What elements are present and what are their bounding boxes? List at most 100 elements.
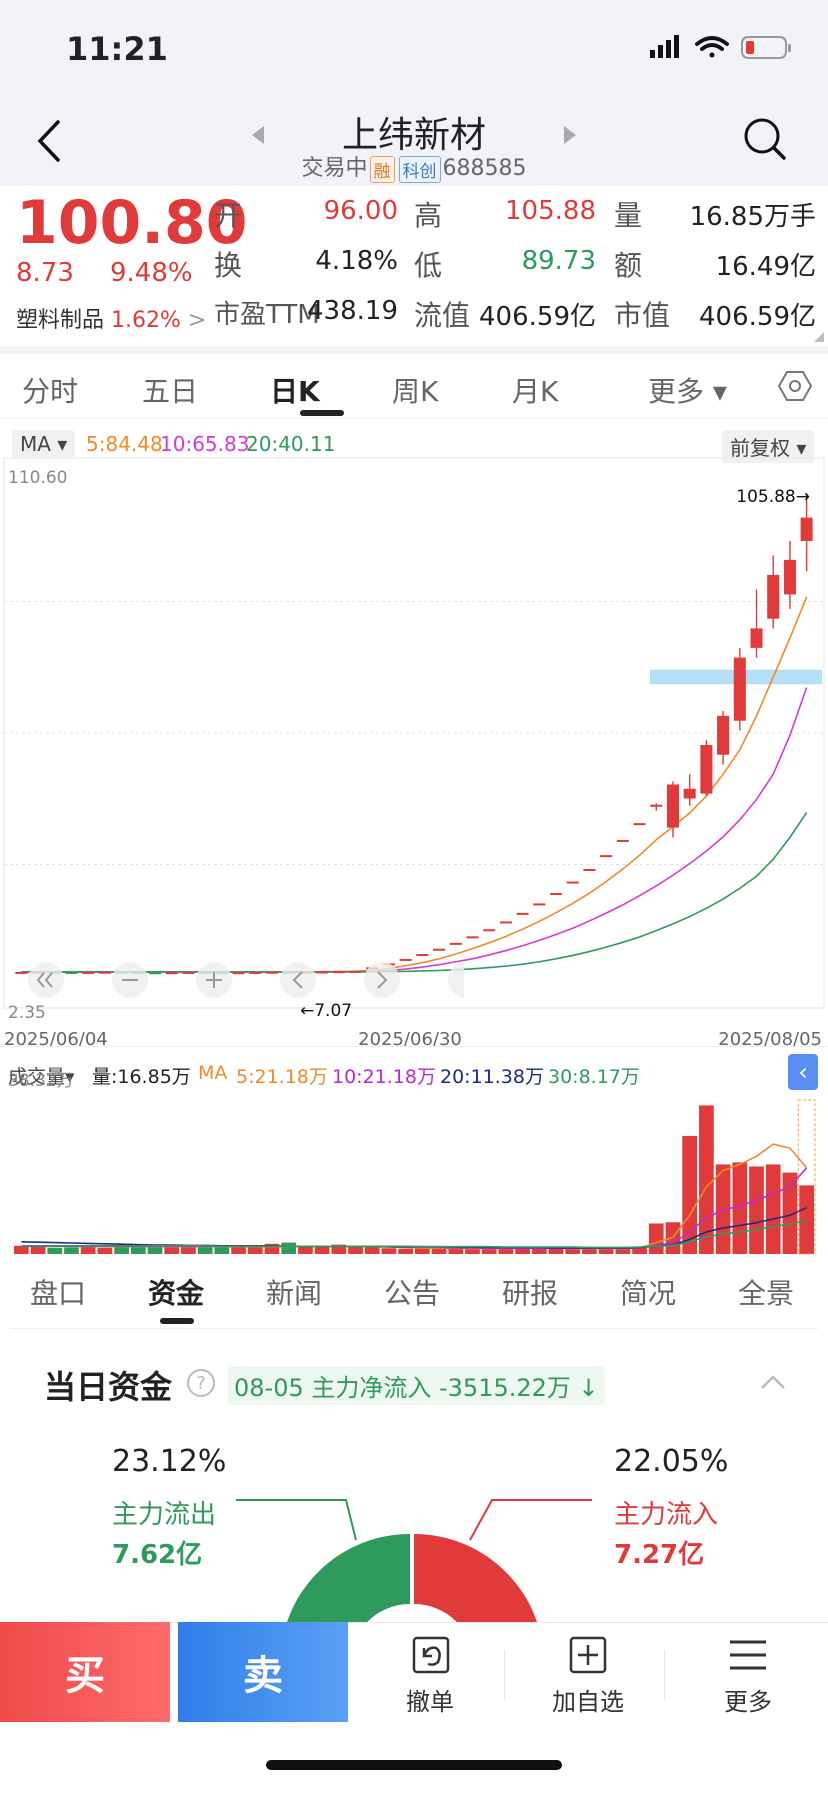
divider [0, 346, 828, 354]
sell-button[interactable]: 卖 [178, 1622, 348, 1722]
signal-icon [650, 35, 679, 58]
cancel-order-button[interactable]: 撤单 [350, 1630, 510, 1720]
volume-bar [197, 1247, 213, 1254]
expand-corner-icon[interactable] [812, 330, 826, 344]
ma-selector[interactable]: MA ▾ [12, 430, 76, 458]
capital-summary: 08-05 主力净流入 -3515.22万 ↓ [228, 1366, 605, 1405]
candle [232, 972, 245, 975]
chart-tab[interactable]: 月K [512, 375, 559, 408]
chart-tab[interactable]: 分时 [22, 375, 79, 408]
detail-tab[interactable]: 盘口 [30, 1277, 87, 1310]
detail-tab[interactable]: 公告 [384, 1277, 441, 1310]
collapse-side-button[interactable]: ‹ [788, 1054, 818, 1090]
quote-field-value: 438.19 [307, 296, 398, 326]
status-time: 11:21 [66, 30, 168, 68]
volume-bar [264, 1243, 280, 1254]
cancel-order-label: 撤单 [406, 1688, 454, 1716]
quote-field-label: 开 [214, 199, 243, 232]
volume-bar [247, 1247, 263, 1254]
volume-selector[interactable]: 成交量▾ [8, 1066, 75, 1088]
x-tick-label: 2025/08/05 [718, 1029, 822, 1050]
volume-bar [481, 1248, 497, 1254]
candle [533, 903, 546, 906]
candle [165, 972, 178, 975]
chart-tab[interactable]: 日K [270, 375, 320, 408]
ma10-legend: 10:65.83 [160, 432, 250, 456]
candle [98, 971, 111, 974]
collapse-up-icon[interactable] [760, 1374, 786, 1390]
volume-bar [114, 1246, 129, 1254]
prev-stock-icon[interactable] [250, 124, 268, 146]
back-icon[interactable] [34, 118, 64, 164]
sector-link[interactable]: 塑料制品 1.62% > [16, 308, 207, 333]
ma-line-ma5 [21, 596, 808, 973]
volume-bar [548, 1248, 564, 1254]
search-icon[interactable] [742, 116, 788, 162]
help-icon[interactable]: ? [186, 1368, 216, 1398]
candle [583, 868, 596, 871]
chart-tab[interactable]: 五日 [142, 375, 199, 408]
volume-bar [431, 1248, 447, 1254]
candle [767, 574, 780, 619]
volume-bar [682, 1135, 698, 1254]
inflow-label: 主力流入 [614, 1500, 719, 1530]
high-marker: 105.88→ [736, 487, 810, 507]
candle [700, 745, 713, 794]
reset-view-icon [448, 962, 464, 998]
detail-tab[interactable]: 研报 [502, 1277, 559, 1310]
stock-name: 上纬新材 [341, 115, 486, 156]
detail-tab[interactable]: 全景 [738, 1277, 795, 1310]
chart-tab[interactable]: 更多 ▾ [648, 375, 727, 408]
wifi-icon [695, 36, 729, 58]
volume-bar [582, 1249, 597, 1254]
settings-hex-icon[interactable] [778, 370, 812, 402]
battery-icon [741, 36, 791, 59]
candle [800, 517, 813, 541]
add-watchlist-label: 加自选 [552, 1688, 624, 1716]
stock-code: 688585 [442, 156, 527, 181]
add-watchlist-icon [569, 1636, 607, 1674]
divider [0, 1046, 828, 1047]
volume-chart[interactable]: 38.32万 [0, 1050, 828, 1260]
more-button[interactable]: 更多 [668, 1630, 828, 1720]
sector-pct: 1.62% [111, 308, 181, 333]
more-label: 更多 [724, 1688, 772, 1716]
volume-bar [632, 1246, 647, 1254]
kline-chart[interactable]: 110.60 2.35 105.88→ ←7.07 2025/06/04 2025/06/… [0, 410, 828, 1050]
detail-tab-indicator [160, 1318, 194, 1324]
outflow-pct: 23.12% [112, 1444, 227, 1479]
candle [265, 971, 278, 974]
divider [504, 1650, 505, 1700]
detail-tab[interactable]: 资金 [148, 1277, 205, 1310]
chart-tab[interactable]: 周K [392, 375, 439, 408]
volume-bar [348, 1245, 363, 1254]
vol-ma20: 20:11.38万 [440, 1066, 544, 1088]
ma-line-ma20 [21, 812, 808, 973]
detail-tab[interactable]: 简况 [620, 1277, 677, 1310]
volume-bar [130, 1247, 146, 1254]
vol-ma5: 5:21.18万 [236, 1066, 328, 1088]
vol-ma-label: MA [198, 1062, 228, 1084]
volume-value: 量:16.85万 [92, 1066, 191, 1088]
trading-status: 交易中 [301, 156, 368, 181]
quote-field-value: 406.59亿 [479, 302, 596, 332]
next-stock-icon[interactable] [560, 124, 578, 146]
status-bar [0, 0, 828, 100]
candle [149, 972, 162, 975]
volume-bar [181, 1247, 196, 1254]
inflow-leader-line [469, 1499, 592, 1541]
volume-bar [164, 1246, 180, 1254]
chart-controls [28, 962, 464, 998]
add-watchlist-button[interactable]: 加自选 [508, 1630, 668, 1720]
candle [82, 971, 95, 974]
vol-ma10: 10:21.18万 [332, 1066, 436, 1088]
detail-tab[interactable]: 新闻 [266, 1277, 323, 1310]
volume-bar [515, 1248, 530, 1254]
volume-bar [97, 1247, 113, 1254]
last-price: 100.80 [16, 188, 248, 258]
capital-title: 当日资金 [44, 1368, 173, 1406]
menu-icon [730, 1640, 766, 1670]
buy-button[interactable]: 买 [0, 1622, 170, 1722]
candle [399, 958, 412, 961]
scroll-start-icon [28, 962, 64, 998]
